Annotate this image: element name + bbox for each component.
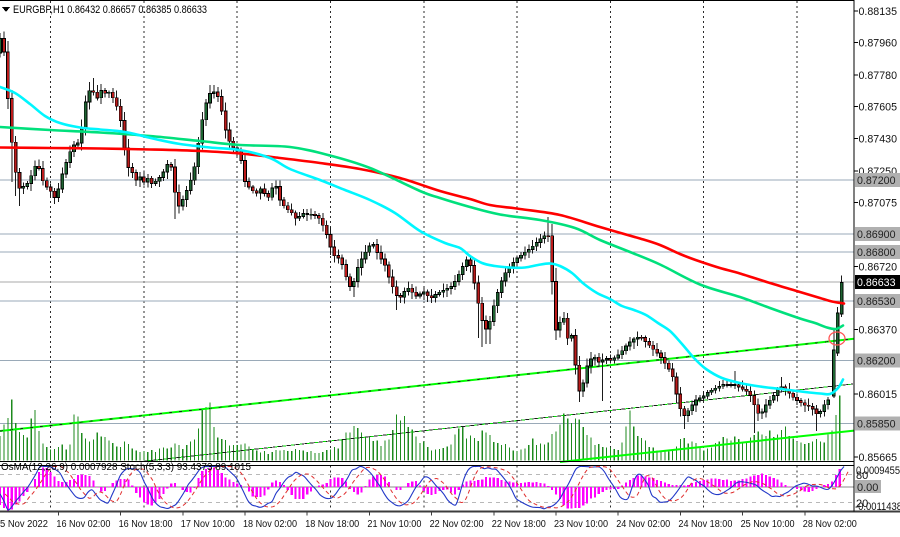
svg-text:24 Nov 02:00: 24 Nov 02:00: [616, 519, 670, 530]
svg-text:0.85665: 0.85665: [859, 452, 898, 464]
svg-text:0.86633: 0.86633: [857, 277, 896, 289]
svg-text:0.87200: 0.87200: [857, 175, 896, 187]
svg-text:21 Nov 10:00: 21 Nov 10:00: [367, 519, 421, 530]
svg-text:0.87605: 0.87605: [859, 102, 898, 114]
svg-text:0.86200: 0.86200: [857, 355, 896, 367]
svg-text:0.87960: 0.87960: [859, 38, 898, 50]
svg-text:0.88135: 0.88135: [859, 6, 898, 18]
svg-text:18 Nov 18:00: 18 Nov 18:00: [305, 519, 359, 530]
svg-text:0.87780: 0.87780: [859, 70, 898, 82]
svg-text:17 Nov 10:00: 17 Nov 10:00: [181, 519, 235, 530]
svg-text:0.00: 0.00: [857, 482, 878, 494]
svg-text:22 Nov 18:00: 22 Nov 18:00: [492, 519, 546, 530]
svg-text:OsMA(12,26,9) 0.0007928 Stoch: OsMA(12,26,9) 0.0007928 Stoch(5,3,3) 93.…: [1, 462, 251, 473]
svg-text:0.86800: 0.86800: [857, 247, 896, 259]
svg-text:0.87430: 0.87430: [859, 133, 898, 145]
svg-text:24 Nov 18:00: 24 Nov 18:00: [678, 519, 732, 530]
svg-text:80: 80: [856, 470, 868, 482]
svg-text:0.85850: 0.85850: [857, 419, 896, 431]
svg-text:20: 20: [856, 498, 868, 510]
svg-text:23 Nov 10:00: 23 Nov 10:00: [554, 519, 608, 530]
svg-text:EURGBP,H1 0.86432 0.86657 0.8: EURGBP,H1 0.86432 0.86657 0.86385 0.8663…: [13, 4, 207, 16]
svg-text:0.0009455: 0.0009455: [856, 465, 900, 477]
svg-text:18 Nov 02:00: 18 Nov 02:00: [243, 519, 297, 530]
svg-text:5 Nov 2022: 5 Nov 2022: [0, 519, 48, 530]
svg-text:25 Nov 10:00: 25 Nov 10:00: [741, 519, 795, 530]
svg-text:-0.0011438: -0.0011438: [855, 501, 900, 513]
svg-text:16 Nov 02:00: 16 Nov 02:00: [56, 519, 110, 530]
svg-text:0.86370: 0.86370: [859, 325, 898, 337]
svg-text:28 Nov 02:00: 28 Nov 02:00: [803, 519, 857, 530]
svg-text:22 Nov 02:00: 22 Nov 02:00: [430, 519, 484, 530]
svg-text:0.86720: 0.86720: [859, 262, 898, 274]
svg-text:0.86530: 0.86530: [857, 296, 896, 308]
svg-text:0.86900: 0.86900: [857, 229, 896, 241]
svg-text:0.86015: 0.86015: [859, 389, 898, 401]
svg-text:0.87075: 0.87075: [859, 197, 898, 209]
svg-text:16 Nov 18:00: 16 Nov 18:00: [119, 519, 173, 530]
